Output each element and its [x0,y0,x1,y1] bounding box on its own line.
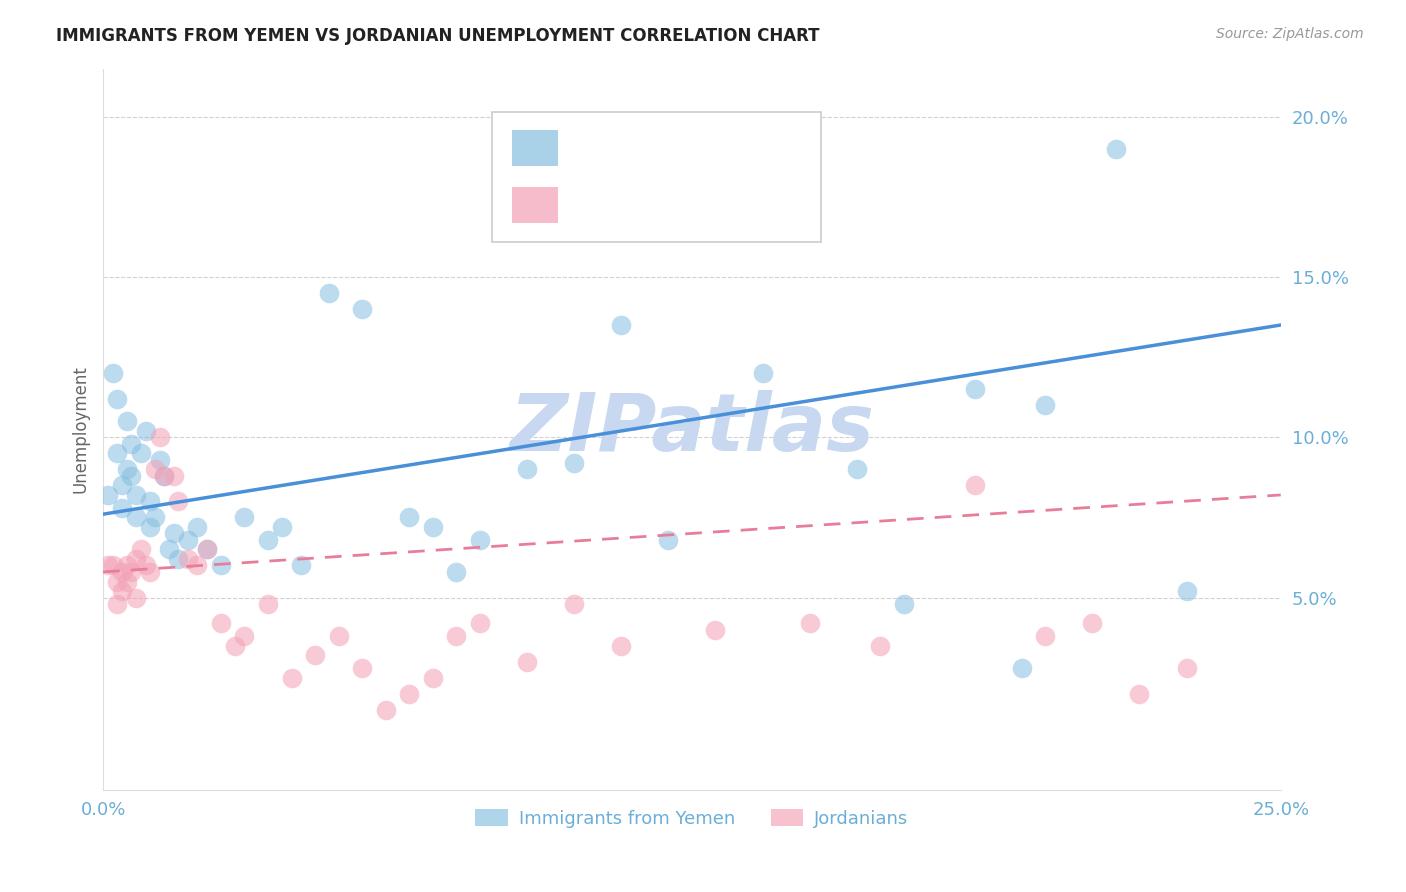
Point [111,478,134,492]
Point [1105,142,1128,156]
Point [224,639,246,653]
Point [111,584,134,599]
Point [115,462,138,476]
Point [1128,687,1150,701]
Point [105,597,128,611]
Point [186,558,208,573]
Point [304,648,326,663]
Point [352,661,374,675]
Point [352,301,374,316]
Point [562,456,585,470]
Point [120,468,142,483]
Point [963,382,986,396]
Point [869,639,891,653]
Point [398,510,420,524]
Point [468,533,491,547]
Point [125,591,148,605]
Point [195,542,218,557]
Point [610,318,633,332]
Point [845,462,868,476]
Point [153,468,176,483]
Point [125,488,148,502]
Point [562,597,585,611]
Point [97,488,120,502]
Point [799,616,821,631]
Point [111,565,134,579]
Point [167,494,190,508]
Point [610,639,633,653]
Point [271,520,294,534]
Point [398,687,420,701]
Point [1033,398,1056,412]
Point [468,616,491,631]
Text: ZIPatlas: ZIPatlas [509,390,875,468]
Point [233,629,256,643]
Point [120,565,142,579]
Point [751,366,773,380]
Point [328,629,350,643]
Point [209,558,232,573]
Point [1081,616,1104,631]
Point [129,542,152,557]
Point [157,542,180,557]
Point [97,558,120,573]
Point [115,414,138,428]
Point [139,520,162,534]
Point [135,424,157,438]
Point [105,446,128,460]
Point [657,533,679,547]
Point [186,520,208,534]
Point [120,436,142,450]
Point [1033,629,1056,643]
Point [163,526,186,541]
Point [893,597,915,611]
Point [105,574,128,589]
Point [125,510,148,524]
Point [1175,584,1198,599]
Point [139,494,162,508]
Point [963,478,986,492]
Point [177,552,200,566]
Point [143,462,166,476]
Point [374,703,396,717]
Point [516,462,538,476]
Point [153,468,176,483]
Point [446,565,468,579]
Point [233,510,256,524]
Point [149,430,172,444]
Point [163,468,186,483]
Point [101,558,124,573]
Point [516,655,538,669]
Point [1011,661,1033,675]
Point [115,574,138,589]
Point [135,558,157,573]
Point [422,520,444,534]
Point [177,533,200,547]
Point [105,392,128,406]
Point [318,285,340,300]
Text: IMMIGRANTS FROM YEMEN VS JORDANIAN UNEMPLOYMENT CORRELATION CHART: IMMIGRANTS FROM YEMEN VS JORDANIAN UNEMP… [56,27,820,45]
Point [139,565,162,579]
Point [167,552,190,566]
Point [290,558,312,573]
Point [101,366,124,380]
Text: Source: ZipAtlas.com: Source: ZipAtlas.com [1216,27,1364,41]
Point [446,629,468,643]
Point [129,446,152,460]
Point [1175,661,1198,675]
Point [257,597,280,611]
Legend: Immigrants from Yemen, Jordanians: Immigrants from Yemen, Jordanians [468,802,915,835]
Point [111,500,134,515]
Y-axis label: Unemployment: Unemployment [72,366,89,493]
Point [195,542,218,557]
Point [125,552,148,566]
Point [149,452,172,467]
Point [422,671,444,685]
Point [209,616,232,631]
Point [280,671,302,685]
Point [257,533,280,547]
Point [115,558,138,573]
Point [143,510,166,524]
Point [704,623,727,637]
